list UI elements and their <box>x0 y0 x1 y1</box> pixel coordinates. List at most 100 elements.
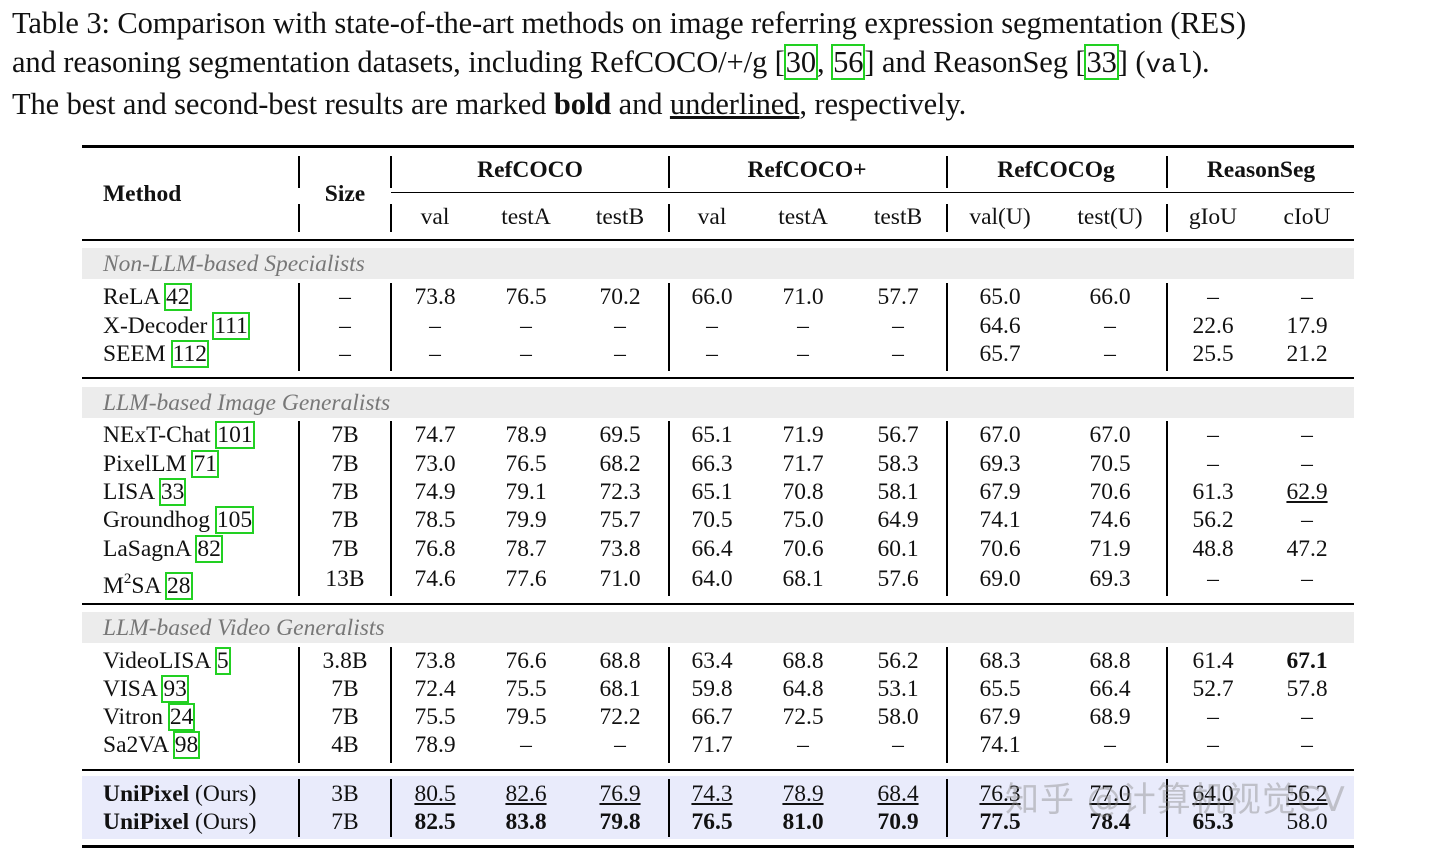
section-rule <box>82 377 1354 379</box>
section-title: LLM-based Image Generalists <box>103 390 391 416</box>
citation-link[interactable]: 33 <box>158 478 187 506</box>
result-value: 70.9 <box>877 809 919 835</box>
result-value: 73.8 <box>599 536 641 562</box>
result-value: 68.1 <box>599 676 641 702</box>
result-value: 71.0 <box>782 284 824 310</box>
section-title: LLM-based Video Generalists <box>103 615 385 641</box>
method-label: NExT-Chat <box>103 422 211 448</box>
result-value: 56.2 <box>1192 507 1234 533</box>
result-value: 68.8 <box>782 648 824 674</box>
result-value: 70.6 <box>782 536 824 562</box>
result-value: 56.2 <box>1286 781 1328 807</box>
result-value: – <box>706 313 718 339</box>
model-size: 7B <box>331 507 359 533</box>
column-divider <box>298 647 300 763</box>
model-size: 3B <box>331 781 359 807</box>
citation-link[interactable]: 33 <box>1084 44 1119 80</box>
result-value: 58.1 <box>877 479 919 505</box>
result-value: – <box>1207 732 1219 758</box>
header-col-ciou: cIoU <box>1283 204 1331 230</box>
caption-line-2: and reasoning segmentation datasets, inc… <box>12 43 1432 85</box>
result-value: 68.4 <box>877 781 919 807</box>
result-value: – <box>520 732 532 758</box>
result-value: 76.6 <box>505 648 547 674</box>
ours-top-rule <box>82 769 1354 771</box>
result-value: – <box>429 313 441 339</box>
result-value: 76.9 <box>599 781 641 807</box>
citation-link[interactable]: 24 <box>167 703 196 731</box>
result-value: – <box>797 341 809 367</box>
method-name: Sa2VA 98 <box>103 731 201 759</box>
citation-link[interactable]: 71 <box>191 450 219 478</box>
result-value: 68.8 <box>599 648 641 674</box>
column-divider <box>390 421 392 596</box>
method-name: Vitron 24 <box>103 703 196 731</box>
header-column-divider <box>1166 204 1168 232</box>
header-col-val: val <box>420 204 450 230</box>
method-name: ReLA 42 <box>103 283 192 311</box>
result-value: 76.8 <box>414 536 456 562</box>
caption-line-1: Table 3: Comparison with state-of-the-ar… <box>12 4 1432 43</box>
citation-link[interactable]: 98 <box>172 731 201 759</box>
model-size: 7B <box>331 422 359 448</box>
citation-link[interactable]: 82 <box>195 535 223 563</box>
result-value: – <box>1207 284 1219 310</box>
result-value: 75.5 <box>505 676 547 702</box>
result-value: 82.6 <box>505 781 547 807</box>
method-label: Vitron <box>103 704 163 730</box>
header-column-divider <box>946 156 948 188</box>
citation-link[interactable]: 30 <box>783 44 819 80</box>
method-name: SEEM 112 <box>103 340 209 368</box>
result-value: 61.4 <box>1192 648 1234 674</box>
citation-link[interactable]: 105 <box>214 506 255 534</box>
citation-link[interactable]: 42 <box>164 283 192 311</box>
result-value: 74.6 <box>1089 507 1131 533</box>
citation-link[interactable]: 56 <box>831 44 866 80</box>
header-method: Method <box>103 181 182 207</box>
citation-link[interactable]: 5 <box>214 647 231 675</box>
result-value: 70.5 <box>691 507 733 533</box>
result-value: 80.5 <box>414 781 456 807</box>
citation-link[interactable]: 93 <box>161 675 189 703</box>
table-caption: Table 3: Comparison with state-of-the-ar… <box>12 4 1432 124</box>
header-col-testb: testB <box>873 204 923 230</box>
header-group-rule <box>391 192 1354 194</box>
result-value: 69.0 <box>979 566 1021 592</box>
section-band <box>82 387 1354 418</box>
column-divider <box>668 779 670 837</box>
method-name: LaSagnA 82 <box>103 535 223 563</box>
header-column-divider <box>298 204 300 232</box>
result-value: – <box>892 313 904 339</box>
result-value: 71.7 <box>782 451 824 477</box>
method-superscript: 2 <box>123 571 132 587</box>
result-value: 77.5 <box>979 809 1021 835</box>
result-value: 57.7 <box>877 284 919 310</box>
result-value: 68.8 <box>1089 648 1131 674</box>
method-suffix: (Ours) <box>189 809 257 835</box>
citation-link[interactable]: 111 <box>212 312 250 340</box>
header-group-refcoco: RefCOCO <box>477 157 583 183</box>
result-value: – <box>1301 732 1313 758</box>
method-label: M <box>103 573 124 599</box>
result-value: 75.0 <box>782 507 824 533</box>
caption-text: and <box>611 87 670 121</box>
citation-link[interactable]: 28 <box>165 572 193 600</box>
result-value: 66.4 <box>1089 676 1131 702</box>
method-label: Sa2VA <box>103 732 168 758</box>
column-divider <box>298 779 300 837</box>
result-value: 70.5 <box>1089 451 1131 477</box>
method-name: Groundhog 105 <box>103 506 255 534</box>
header-col-testa: testA <box>501 204 551 230</box>
result-value: 65.1 <box>691 422 733 448</box>
model-size: 7B <box>331 479 359 505</box>
citation-link[interactable]: 112 <box>170 340 209 368</box>
method-label: LISA <box>103 479 154 505</box>
result-value: 79.8 <box>599 809 641 835</box>
header-group-reasonseg: ReasonSeg <box>1206 157 1316 183</box>
result-value: 74.1 <box>979 732 1021 758</box>
header-bottom-rule <box>82 239 1354 241</box>
result-value: 68.3 <box>979 648 1021 674</box>
citation-link[interactable]: 101 <box>215 421 255 449</box>
caption-text: ] ( <box>1117 45 1146 79</box>
result-value: 79.5 <box>505 704 547 730</box>
